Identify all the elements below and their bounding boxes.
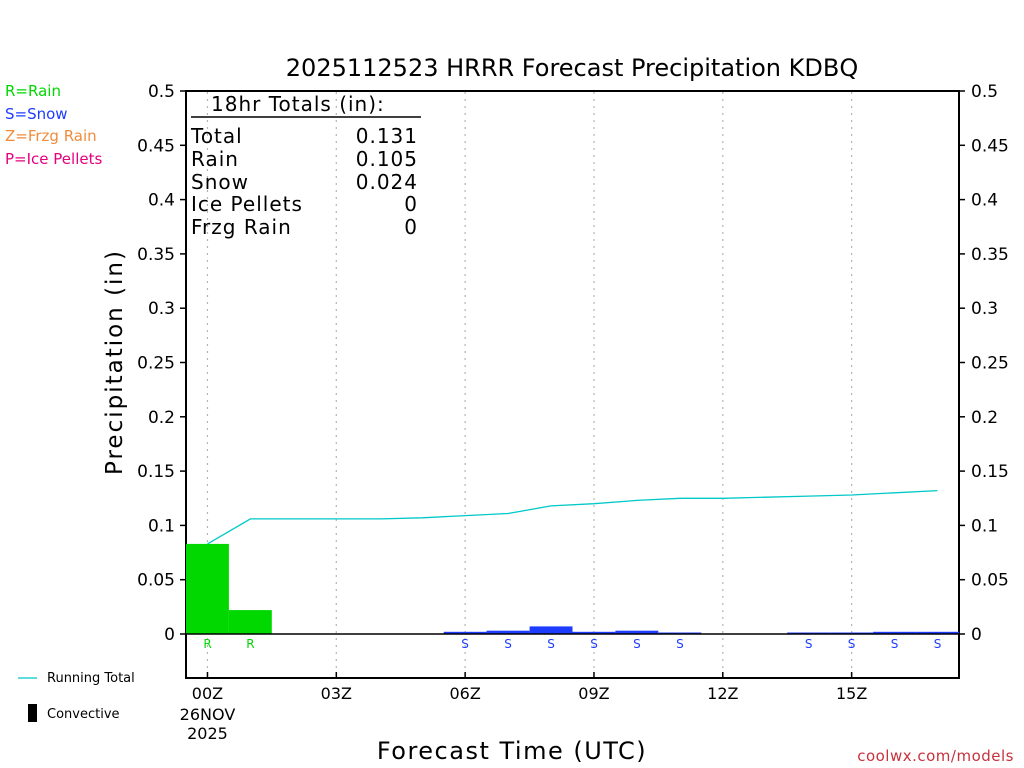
y-tick-label-left: 0.3 — [148, 299, 175, 319]
y-tick-label-right: 0.05 — [971, 571, 1009, 591]
legend-ice-pellets: P=Ice Pellets — [5, 150, 102, 168]
precip-type-label: S — [934, 637, 942, 651]
totals-title: 18hr Totals (in): — [211, 92, 385, 116]
totals-value-snow: 0.024 — [356, 170, 418, 194]
legend-frzg-rain: Z=Frzg Rain — [5, 127, 97, 145]
convective-legend-swatch — [28, 704, 37, 722]
totals-label-snow: Snow — [191, 170, 249, 194]
x-tick-label: 15Z — [836, 684, 867, 703]
y-tick-label-right: 0.5 — [971, 82, 998, 102]
precip-type-label: S — [891, 637, 899, 651]
running-total-series — [207, 489, 938, 545]
precip-bar — [873, 631, 916, 634]
x-tick-label: 00Z — [192, 684, 223, 703]
totals-value-total: 0.131 — [356, 124, 418, 148]
x-tick-label: 09Z — [578, 684, 609, 703]
totals-label-frzg-rain: Frzg Rain — [191, 215, 292, 239]
totals-value-frzg-rain: 0 — [404, 215, 418, 239]
y-tick-label-left: 0.5 — [148, 82, 175, 102]
running-total-legend-label: Running Total — [47, 671, 135, 686]
bottom-legend: Running Total Convective — [18, 671, 135, 722]
precip-type-label: S — [848, 637, 856, 651]
y-tick-label-left: 0.15 — [137, 462, 175, 482]
y-axis-label: Precipitation (in) — [102, 249, 128, 475]
precip-type-label: S — [805, 637, 813, 651]
legend-snow: S=Snow — [5, 105, 68, 123]
precip-bar — [443, 631, 487, 634]
x-tick-label: 12Z — [707, 684, 738, 703]
y-axis-ticks: 0 00.05 0.050.1 0.10.15 0.150.2 0.20.25 0.250.… — [137, 82, 1009, 645]
credit-text: coolwx.com/models — [857, 747, 1014, 765]
totals-label-rain: Rain — [191, 147, 239, 171]
chart-title: 2025112523 HRRR Forecast Precipitation K… — [286, 54, 858, 82]
x-tick-year-label: 2025 — [187, 724, 228, 743]
precip-bars — [186, 543, 959, 634]
running-total-line — [207, 489, 938, 545]
x-tick-label: 03Z — [321, 684, 352, 703]
precip-bar — [615, 630, 659, 634]
precip-type-label: S — [676, 637, 684, 651]
precip-bar — [529, 626, 573, 634]
y-tick-label-left: 0.45 — [137, 136, 175, 156]
y-tick-label-right: 0.4 — [971, 191, 998, 211]
grid-lines — [206, 92, 853, 677]
totals-label-total: Total — [190, 124, 243, 148]
y-tick-label-right: 0.1 — [971, 516, 998, 536]
y-tick-label-right: 0.2 — [971, 408, 998, 428]
totals-box: 18hr Totals (in): Total 0.131 Rain 0.105… — [190, 92, 421, 239]
y-tick-label-left: 0.25 — [137, 354, 175, 374]
y-tick-label-left: 0.05 — [137, 571, 175, 591]
precip-type-label: S — [547, 637, 555, 651]
precip-bar — [572, 631, 616, 634]
totals-value-ice-pellets: 0 — [404, 192, 418, 216]
x-axis-label: Forecast Time (UTC) — [377, 737, 647, 765]
precip-type-label: R — [246, 637, 254, 651]
precip-bar — [486, 630, 530, 634]
y-tick-label-left: 0.1 — [148, 516, 175, 536]
y-tick-label-left: 0.4 — [148, 191, 175, 211]
totals-label-ice-pellets: Ice Pellets — [191, 192, 303, 216]
precip-bar — [186, 543, 229, 634]
y-tick-label-left: 0 — [164, 625, 175, 645]
precip-type-label: S — [461, 637, 469, 651]
y-tick-label-right: 0.3 — [971, 299, 998, 319]
y-tick-label-right: 0.35 — [971, 245, 1009, 265]
precip-type-label: S — [633, 637, 641, 651]
y-tick-label-left: 0.2 — [148, 408, 175, 428]
plot-frame — [185, 90, 960, 679]
totals-value-rain: 0.105 — [356, 147, 418, 171]
y-tick-label-right: 0 — [971, 625, 982, 645]
precip-type-label: S — [504, 637, 512, 651]
x-tick-date-label: 26NOV — [180, 705, 236, 724]
precip-type-label: R — [203, 637, 211, 651]
x-tick-label: 06Z — [449, 684, 480, 703]
y-tick-label-right: 0.45 — [971, 136, 1009, 156]
y-tick-label-right: 0.25 — [971, 354, 1009, 374]
y-tick-label-left: 0.35 — [137, 245, 175, 265]
y-tick-label-right: 0.15 — [971, 462, 1009, 482]
convective-legend-label: Convective — [47, 707, 120, 722]
precip-type-label: S — [590, 637, 598, 651]
precip-bar — [228, 610, 272, 634]
precip-bar — [916, 631, 959, 634]
legend-rain: R=Rain — [5, 82, 61, 100]
